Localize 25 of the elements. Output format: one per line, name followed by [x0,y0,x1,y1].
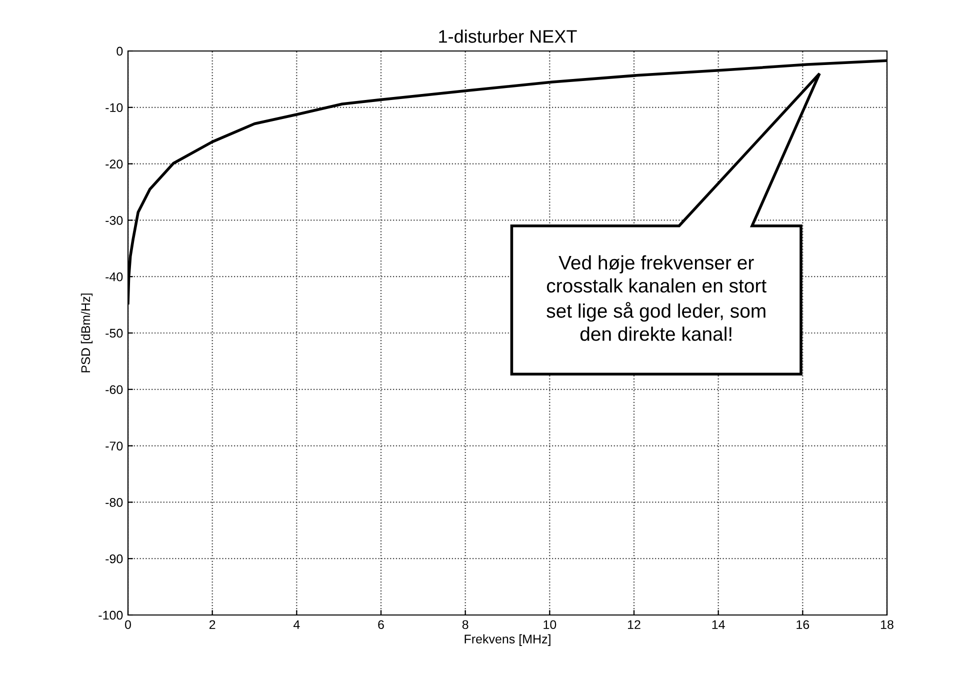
x-tick-label: 4 [293,620,300,629]
y-axis-title: PSD [dBm/Hz] [80,294,93,372]
y-tick-label: -10 [106,103,123,112]
x-tick-label: 0 [125,620,131,630]
x-tick-label: 8 [462,620,468,630]
y-tick-label: -70 [106,442,123,450]
y-tick-label: -30 [106,216,123,225]
x-tick-label: 2 [209,620,216,629]
x-axis-title: Frekvens [MHz] [464,634,550,646]
y-tick-label: -90 [106,554,123,564]
annotation: Ved høje frekvenser er crosstalk kanalen en stort set lige så god leder, som den direkte kanal! [546,255,766,341]
x-tick-label: 12 [628,620,640,629]
y-tick-label: -40 [106,272,123,282]
y-tick-label: -60 [106,385,123,394]
x-tick-label: 10 [544,620,556,630]
y-tick-label: -20 [106,160,123,168]
x-tick-label: 6 [378,620,384,630]
x-tick-label: 14 [712,620,725,629]
y-tick-label: 0 [116,46,123,56]
y-tick-label: -80 [106,498,123,507]
y-tick-label: -100 [98,610,123,620]
x-tick-label: 18 [881,620,894,630]
y-tick-label: -50 [106,328,123,338]
chart-title: 1-disturber NEXT [439,30,577,43]
x-tick-label: 16 [796,620,810,630]
